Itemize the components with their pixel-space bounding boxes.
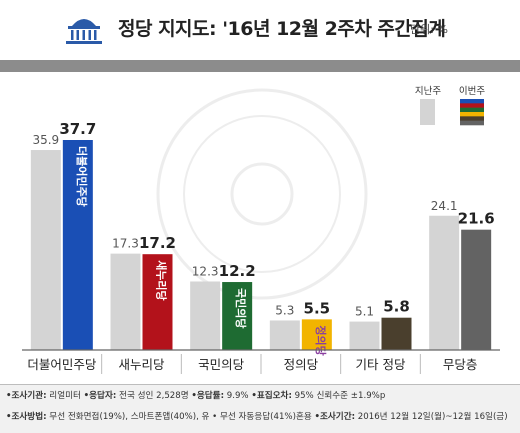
chart-legend: 지난주 이번주	[415, 86, 485, 126]
footer-line-2: •조사방법: 무선 전화면접(19%), 스마트폰앱(40%), 유 • 무선 …	[6, 409, 508, 425]
data-label-previous-2: 12.3	[192, 264, 219, 278]
bar-chart: 지난주 이번주 35.937.7 더불어민주당 17.3 17.2 새누리당 12.3 12.…	[22, 86, 500, 374]
party-mark-1: 새누리당	[155, 260, 169, 300]
foot1-text-2: 9.9%	[224, 391, 252, 401]
data-label-current-4: 5.8	[383, 298, 410, 316]
legend-swatch-current-2	[460, 107, 484, 113]
data-label-current-3: 5.5	[304, 299, 331, 317]
foot1-label-0: •조사기관:	[6, 391, 47, 401]
foot1-text-0: 리얼미터	[46, 391, 84, 401]
seal-watermark	[156, 88, 368, 300]
category-label-0: 더불어민주당	[27, 357, 97, 372]
foot1-label-2: •응답률:	[191, 391, 225, 401]
survey-footer: •조사기관: 리얼미터 •응답자: 전국 성인 2,528명 •응답률: 9.9…	[0, 384, 520, 433]
legend-swatch-current-0	[460, 99, 484, 104]
legend-swatch-current-5	[460, 120, 484, 126]
bar-current-3	[301, 319, 332, 350]
foot1-label-3: •표집오차:	[251, 391, 292, 401]
party-mark-3: 정의당	[314, 325, 328, 355]
legend-swatch-current-4	[460, 116, 484, 121]
x-axis: 더불어민주당 새누리당 국민의당 정의당 기타 정당 무당층	[22, 349, 500, 374]
bar-previous-0	[30, 150, 61, 350]
data-label-previous-3: 5.3	[275, 303, 294, 317]
bar-current-4	[381, 317, 412, 350]
bar-current-0	[62, 140, 93, 350]
foot2-text-0: 무선 전화면접(19%), 스마트폰앱(40%), 유 • 무선 자동응답(41…	[46, 412, 315, 422]
data-label-previous-1: 17.3	[112, 237, 139, 251]
category-label-5: 무당층	[443, 357, 478, 372]
national-assembly-icon	[66, 19, 102, 44]
bar-previous-4	[349, 321, 380, 350]
legend-swatch-current-1	[460, 103, 484, 108]
legend-swatch-previous	[420, 99, 435, 125]
data-label-previous-5: 24.1	[431, 199, 458, 213]
foot2-label-1: •조사기간:	[314, 412, 356, 422]
category-label-1: 새누리당	[118, 357, 165, 372]
category-label-2: 국민의당	[198, 357, 245, 372]
bar-previous-3	[269, 320, 300, 350]
data-label-previous-4: 5.1	[355, 305, 374, 319]
footer-line-1: •조사기관: 리얼미터 •응답자: 전국 성인 2,528명 •응답률: 9.9…	[6, 388, 385, 404]
bar-previous-2	[190, 281, 221, 350]
data-label-previous-0: 35.9	[32, 133, 59, 147]
foot2-label-0: •조사방법:	[6, 412, 47, 422]
unit-label: 단위: %	[410, 23, 448, 36]
legend-swatch-current-3	[460, 112, 484, 117]
data-label-current-5: 21.6	[458, 210, 495, 228]
bar-current-1	[142, 254, 173, 350]
legend-label-current: 이번주	[459, 86, 485, 97]
bars-group: 35.937.7 더불어민주당 17.3 17.2 새누리당 12.3 12.2 국민의당 5.…	[30, 120, 495, 356]
bar-previous-5	[429, 215, 460, 350]
data-label-current-0: 37.7	[59, 120, 96, 138]
party-mark-0: 더불어민주당	[75, 146, 89, 207]
bar-current-5	[461, 229, 492, 350]
bar-previous-1	[110, 253, 141, 350]
bar-current-2	[222, 282, 253, 350]
category-label-3: 정의당	[284, 357, 319, 372]
foot1-text-3: 95% 신뢰수준 ±1.9%p	[291, 391, 386, 401]
data-label-current-1: 17.2	[139, 234, 176, 252]
data-label-current-2: 12.2	[219, 262, 256, 280]
page-title: 정당 지지도: '16년 12월 2주차 주간집계	[118, 18, 446, 40]
legend-label-previous: 지난주	[415, 86, 441, 97]
foot1-label-1: •응답자:	[83, 391, 117, 401]
party-mark-2: 국민의당	[234, 288, 248, 328]
foot2-text-1: 2016년 12월 12일(월)~12월 16일(금)	[355, 412, 508, 422]
category-label-4: 기타 정당	[356, 357, 406, 372]
foot1-text-1: 전국 성인 2,528명	[116, 391, 192, 401]
header-band	[0, 60, 520, 72]
header: 정당 지지도: '16년 12월 2주차 주간집계 단위: %	[0, 0, 520, 56]
